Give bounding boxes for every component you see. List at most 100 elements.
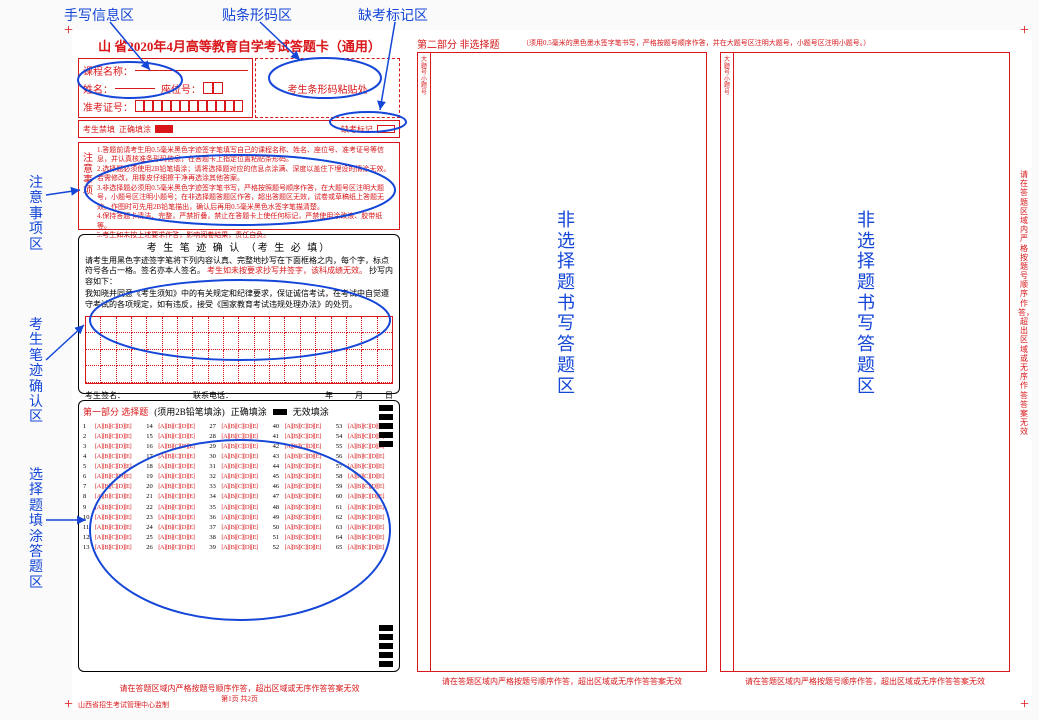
ticket-boxes (135, 100, 243, 112)
mc-question-row: 40[A][B][C][D][E] (273, 422, 332, 432)
anno-left2: 考生笔迹确认区 (28, 318, 44, 426)
mc-question-row: 62[A][B][C][D][E] (336, 513, 395, 523)
mc-question-row: 47[A][B][C][D][E] (273, 492, 332, 502)
mc-box: 第一部分 选择题 (须用2B铅笔填涂) 正确填涂 无效填涂 1[A][B][C]… (78, 400, 400, 672)
anno-left1: 注意事项区 (28, 176, 44, 253)
mc-question-row: 2[A][B][C][D][E] (83, 432, 142, 442)
mc-question-row: 49[A][B][C][D][E] (273, 513, 332, 523)
mc-question-row: 36[A][B][C][D][E] (209, 513, 268, 523)
name-underline (115, 88, 155, 89)
confirm-title: 考 生 笔 迹 确 认 （考 生 必 填） (85, 239, 393, 254)
anno-mid1: 非选择题书写答题区 (556, 210, 576, 396)
mc-question-row: 7[A][B][C][D][E] (83, 482, 142, 492)
mc-question-row: 48[A][B][C][D][E] (273, 503, 332, 513)
page-info: 第1页 共2页 (221, 695, 258, 703)
writing-grid (85, 316, 393, 384)
mc-question-row: 13[A][B][C][D][E] (83, 543, 142, 553)
fill-demo-black-icon (273, 409, 287, 415)
notice-line: 2.选择题必须使用2B铅笔填涂；请将选择题对应的信息点涂满、深度以盖住下埋设的情… (97, 165, 395, 184)
mc-question-row: 6[A][B][C][D][E] (83, 472, 142, 482)
handwrite-info-box: 课程名称： 姓名： 座位号： 准考证号： (78, 58, 253, 118)
mc-question-row: 12[A][B][C][D][E] (83, 533, 142, 543)
mc-question-row: 14[A][B][C][D][E] (146, 422, 205, 432)
mc-question-row: 10[A][B][C][D][E] (83, 513, 142, 523)
mc-question-row: 37[A][B][C][D][E] (209, 523, 268, 533)
ticket-label: 准考证号： (83, 99, 133, 114)
info-row: 课程名称： 姓名： 座位号： 准考证号： 考生条形码粘贴处 (78, 58, 400, 118)
notice-label: 注意事项 (82, 153, 94, 197)
answer-sheet: + + + + 山 省2020年4月高等教育自学考试答题卡（通用） 课程名称： … (72, 30, 1032, 710)
mc-question-row: 34[A][B][C][D][E] (209, 492, 268, 502)
mc-hint: (须用2B铅笔填涂) (154, 405, 225, 418)
panel-side-tag: 大题号小题号 (419, 57, 429, 97)
confirm-text2: 我知晓并同意《考生须知》中的有关规定和纪律要求，保证诚信考试，在考试中自觉遵守考… (85, 289, 393, 310)
course-label: 课程名称： (83, 63, 133, 78)
mc-question-row: 45[A][B][C][D][E] (273, 472, 332, 482)
mc-question-row: 23[A][B][C][D][E] (146, 513, 205, 523)
mc-question-row: 64[A][B][C][D][E] (336, 533, 395, 543)
course-underline (135, 70, 248, 71)
crop-mark: + (1020, 698, 1034, 712)
mc-question-row: 65[A][B][C][D][E] (336, 543, 395, 553)
mc-question-row: 58[A][B][C][D][E] (336, 472, 395, 482)
absent-prefix: 考生禁填 (83, 124, 115, 135)
mc-question-row: 61[A][B][C][D][E] (336, 503, 395, 513)
absent-label: 缺考标记 (341, 124, 373, 135)
timing-marks-top (379, 405, 393, 447)
seat-label: 座位号： (161, 81, 201, 96)
mc-question-row: 16[A][B][C][D][E] (146, 442, 205, 452)
mc-question-row: 35[A][B][C][D][E] (209, 503, 268, 513)
mc-question-row: 22[A][B][C][D][E] (146, 503, 205, 513)
mc-question-row: 32[A][B][C][D][E] (209, 472, 268, 482)
mc-question-row: 43[A][B][C][D][E] (273, 452, 332, 462)
notice-line: 1.答题前请考生用0.5毫米黑色字迹签字笔填写自己的课程名称、姓名、座位号、准考… (97, 146, 395, 165)
mc-column: 27[A][B][C][D][E]28[A][B][C][D][E]29[A][… (209, 422, 268, 553)
anno-mid2: 非选择题书写答题区 (856, 210, 876, 396)
mc-question-row: 33[A][B][C][D][E] (209, 482, 268, 492)
mc-question-row: 57[A][B][C][D][E] (336, 462, 395, 472)
mc-question-row: 15[A][B][C][D][E] (146, 432, 205, 442)
barcode-box: 考生条形码粘贴处 (255, 58, 400, 118)
absent-row: 考生禁填 正确填涂 缺考标记 (78, 120, 400, 138)
anno-top3: 缺考标记区 (358, 5, 428, 25)
vertical-red-note: 请在答题区域内严格按题号顺序作答，超出区域或无序作答答案无效 (1018, 170, 1030, 436)
mc-question-row: 25[A][B][C][D][E] (146, 533, 205, 543)
mc-column: 1[A][B][C][D][E]2[A][B][C][D][E]3[A][B][… (83, 422, 142, 553)
timing-marks-bottom (379, 625, 393, 667)
anno-left3: 选择题填涂答题区 (28, 468, 44, 591)
barcode-text: 考生条形码粘贴处 (288, 81, 368, 96)
mc-question-row: 5[A][B][C][D][E] (83, 462, 142, 472)
mc-header: 第一部分 选择题 (须用2B铅笔填涂) 正确填涂 无效填涂 (83, 405, 395, 418)
mc-question-row: 63[A][B][C][D][E] (336, 523, 395, 533)
section2-hint: （须用0.5毫米的黑色墨水签字笔书写，严格按题号顺序作答，并在大题号区注明大题号… (522, 38, 870, 48)
mc-question-row: 20[A][B][C][D][E] (146, 482, 205, 492)
mc-question-row: 52[A][B][C][D][E] (273, 543, 332, 553)
mc-question-row: 31[A][B][C][D][E] (209, 462, 268, 472)
absent-mark-box (377, 125, 395, 133)
mc-question-row: 42[A][B][C][D][E] (273, 442, 332, 452)
mc-question-row: 8[A][B][C][D][E] (83, 492, 142, 502)
mc-question-row: 27[A][B][C][D][E] (209, 422, 268, 432)
mc-question-row: 21[A][B][C][D][E] (146, 492, 205, 502)
mc-question-row: 9[A][B][C][D][E] (83, 503, 142, 513)
panel-bottom-warn: 请在答题区域内严格按题号顺序作答，超出区域或无序作答答案无效 (418, 676, 706, 687)
absent-correct: 正确填涂 (119, 124, 151, 135)
panel-side-tag: 大题号小题号 (722, 57, 732, 97)
mc-question-row: 44[A][B][C][D][E] (273, 462, 332, 472)
seat-boxes (203, 82, 223, 94)
mc-part: 第一部分 选择题 (83, 405, 148, 418)
anno-top2: 贴条形码区 (222, 5, 292, 25)
mc-question-row: 4[A][B][C][D][E] (83, 452, 142, 462)
mc-invalid-label: 无效填涂 (293, 405, 329, 418)
mc-question-row: 51[A][B][C][D][E] (273, 533, 332, 543)
confirm-text1: 请考生用黑色字迹签字笔将下列内容认真、完整地抄写在下面框格之内，每个字，标点符号… (85, 256, 393, 287)
bottom-warn: 请在答题区域内严格按题号顺序作答，超出区域或无序作答答案无效 (120, 684, 360, 693)
mc-question-row: 30[A][B][C][D][E] (209, 452, 268, 462)
mc-question-row: 3[A][B][C][D][E] (83, 442, 142, 452)
mc-question-row: 1[A][B][C][D][E] (83, 422, 142, 432)
mc-question-row: 28[A][B][C][D][E] (209, 432, 268, 442)
confirm-line1-red: 考生如未按要求抄写并签字，该科成绩无效。 (207, 266, 367, 275)
mc-question-row: 24[A][B][C][D][E] (146, 523, 205, 533)
notice-box: 注意事项 1.答题前请考生用0.5毫米黑色字迹签字笔填写自己的课程名称、姓名、座… (78, 142, 400, 230)
mc-question-row: 29[A][B][C][D][E] (209, 442, 268, 452)
